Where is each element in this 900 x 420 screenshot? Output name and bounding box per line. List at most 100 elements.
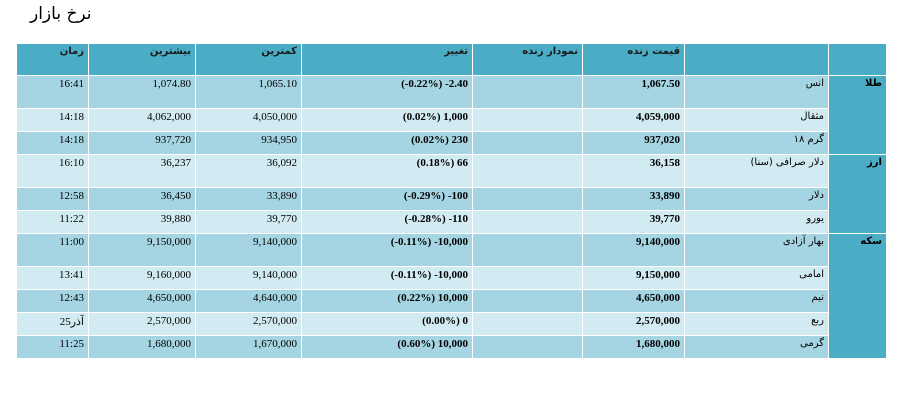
header-cell: [829, 44, 886, 75]
change: (-0.11%) -10,000: [302, 267, 472, 289]
high: 39,880: [89, 211, 195, 233]
change: (-0.22%) -2.40: [302, 76, 472, 108]
column-header: قیمت زنده: [583, 44, 684, 75]
time: 16:10: [17, 155, 88, 187]
data-row: ربع 2,570,000 (0.00%) 0 2,570,000 2,570,000 2…: [17, 313, 886, 335]
change: (0.22%) 10,000: [302, 290, 472, 312]
time: 12:58: [17, 188, 88, 210]
price: 9,150,000: [583, 267, 684, 289]
high: 1,074.80: [89, 76, 195, 108]
live-chart: [473, 132, 582, 154]
item-name: مثقال: [685, 109, 828, 131]
time: 11:22: [17, 211, 88, 233]
live-chart: [473, 267, 582, 289]
item-name: یورو: [685, 211, 828, 233]
market-table: قیمت زنده نمودار زنده تغییر کمترین بیشترین زم…: [16, 43, 887, 359]
time: 14:18: [17, 132, 88, 154]
change: (0.02%) 230: [302, 132, 472, 154]
column-header: تغییر: [302, 44, 472, 75]
item-name: دلار: [685, 188, 828, 210]
column-header: بیشترین: [89, 44, 195, 75]
change: (0.02%) 1,000: [302, 109, 472, 131]
low: 1,670,000: [196, 336, 301, 358]
data-row: طلا انس 1,067.50 (-0.22%) -2.40 1,065.10 1,07…: [17, 76, 886, 154]
low: 33,890: [196, 188, 301, 210]
time: 13:41: [17, 267, 88, 289]
low: 9,140,000: [196, 234, 301, 266]
item-name: گرم ۱۸: [685, 132, 828, 154]
item-name: انس: [685, 76, 828, 108]
high: 36,237: [89, 155, 195, 187]
price: 1,067.50: [583, 76, 684, 108]
live-chart: [473, 313, 582, 335]
time: 11:00: [17, 234, 88, 266]
page-title: نرخ بازار: [30, 4, 92, 24]
data-row: یورو 39,770 (-0.28%) -110 39,770 39,880 11:22: [17, 211, 886, 233]
live-chart: [473, 155, 582, 187]
change: (-0.28%) -110: [302, 211, 472, 233]
table-body: طلا انس 1,067.50 (-0.22%) -2.40 1,065.10 1,07…: [17, 76, 886, 358]
data-row: مثقال 4,059,000 (0.02%) 1,000 4,050,000 4,06…: [17, 109, 886, 131]
data-row: ارز دلار صرافی (سنا) 36,158 (0.18%) 66 36,09…: [17, 155, 886, 233]
price: 4,059,000: [583, 109, 684, 131]
data-row: دلار 33,890 (-0.29%) -100 33,890 36,450 12:58: [17, 188, 886, 210]
column-header: کمترین: [196, 44, 301, 75]
header-cell: [685, 44, 828, 75]
price: 36,158: [583, 155, 684, 187]
item-name: ربع: [685, 313, 828, 335]
price: 4,650,000: [583, 290, 684, 312]
item-name: دلار صرافی (سنا): [685, 155, 828, 187]
time: 25آذر: [17, 313, 88, 335]
time: 16:41: [17, 76, 88, 108]
price: 937,020: [583, 132, 684, 154]
change: (0.00%) 0: [302, 313, 472, 335]
high: 9,150,000: [89, 234, 195, 266]
low: 9,140,000: [196, 267, 301, 289]
price: 1,680,000: [583, 336, 684, 358]
high: 36,450: [89, 188, 195, 210]
price: 33,890: [583, 188, 684, 210]
data-row: امامی 9,150,000 (-0.11%) -10,000 9,140,000 9…: [17, 267, 886, 289]
data-row: نیم 4,650,000 (0.22%) 10,000 4,640,000 4,650…: [17, 290, 886, 312]
price: 2,570,000: [583, 313, 684, 335]
column-header: زمان: [17, 44, 88, 75]
live-chart: [473, 234, 582, 266]
group-cell: سکه: [829, 234, 886, 358]
time: 14:18: [17, 109, 88, 131]
change: (0.18%) 66: [302, 155, 472, 187]
item-name: امامی: [685, 267, 828, 289]
column-header: نمودار زنده: [473, 44, 582, 75]
live-chart: [473, 188, 582, 210]
low: 39,770: [196, 211, 301, 233]
low: 4,050,000: [196, 109, 301, 131]
change: (-0.11%) -10,000: [302, 234, 472, 266]
low: 4,640,000: [196, 290, 301, 312]
group-cell: طلا: [829, 76, 886, 154]
high: 1,680,000: [89, 336, 195, 358]
time: 12:43: [17, 290, 88, 312]
low: 2,570,000: [196, 313, 301, 335]
live-chart: [473, 109, 582, 131]
live-chart: [473, 211, 582, 233]
time: 11:25: [17, 336, 88, 358]
high: 4,650,000: [89, 290, 195, 312]
low: 1,065.10: [196, 76, 301, 108]
data-row: سکه بهار آزادی 9,140,000 (-0.11%) -10,000 9,…: [17, 234, 886, 358]
live-chart: [473, 76, 582, 108]
low: 934,950: [196, 132, 301, 154]
header-row: قیمت زنده نمودار زنده تغییر کمترین بیشترین زم…: [17, 44, 886, 75]
item-name: بهار آزادی: [685, 234, 828, 266]
high: 937,720: [89, 132, 195, 154]
group-cell: ارز: [829, 155, 886, 233]
live-chart: [473, 336, 582, 358]
high: 9,160,000: [89, 267, 195, 289]
price: 39,770: [583, 211, 684, 233]
data-row: گرمی 1,680,000 (0.60%) 10,000 1,670,000 1,68…: [17, 336, 886, 358]
low: 36,092: [196, 155, 301, 187]
change: (-0.29%) -100: [302, 188, 472, 210]
item-name: گرمی: [685, 336, 828, 358]
data-row: گرم ۱۸ 937,020 (0.02%) 230 934,950 937,720 14…: [17, 132, 886, 154]
item-name: نیم: [685, 290, 828, 312]
live-chart: [473, 290, 582, 312]
